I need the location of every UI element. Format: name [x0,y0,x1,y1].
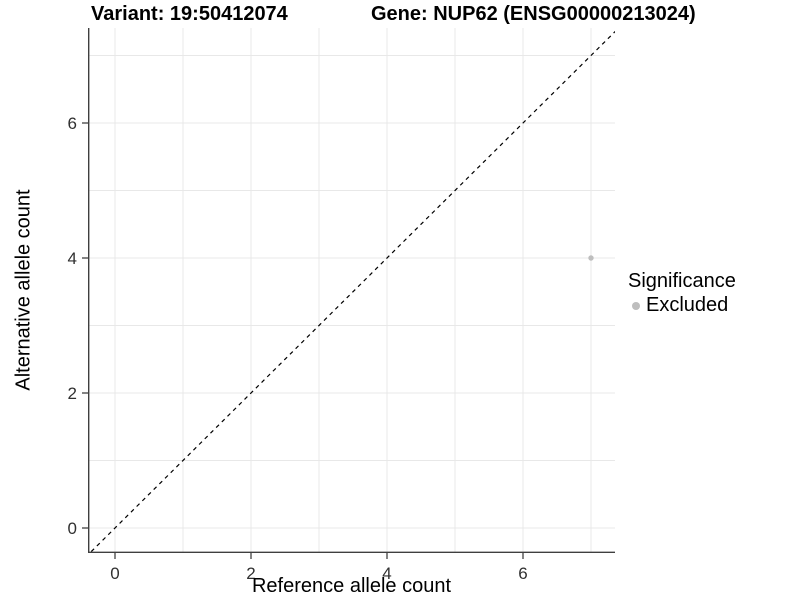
plot-title-variant: Variant: 19:50412074 [91,3,288,25]
identity-reference-line [88,30,615,553]
legend-dot-icon [632,301,640,310]
y-axis-label: Alternative allele count [12,189,35,391]
legend: Significance Excluded [628,270,736,317]
y-tick-label-4: 4 [68,249,77,268]
legend-entry-excluded: Excluded [628,294,736,317]
legend-entry-label: Excluded [646,294,729,316]
x-tick-label-4: 4 [382,564,391,583]
plot-title-gene: Gene: NUP62 (ENSG00000213024) [371,3,696,25]
legend-title: Significance [628,270,736,292]
x-tick-label-2: 2 [246,564,255,583]
data-point-excluded-0 [588,255,594,261]
x-tick-label-6: 6 [518,564,527,583]
y-tick-label-0: 0 [68,519,77,538]
y-tick-label-2: 2 [68,384,77,403]
x-axis-label: Reference allele count [251,575,451,597]
plot-panel: 0 2 4 6 0 2 4 6 [68,28,615,583]
y-tick-label-6: 6 [68,114,77,133]
scatter-plot-svg: 0 2 4 6 0 2 4 6 [68,28,615,583]
x-tick-label-0: 0 [110,564,119,583]
